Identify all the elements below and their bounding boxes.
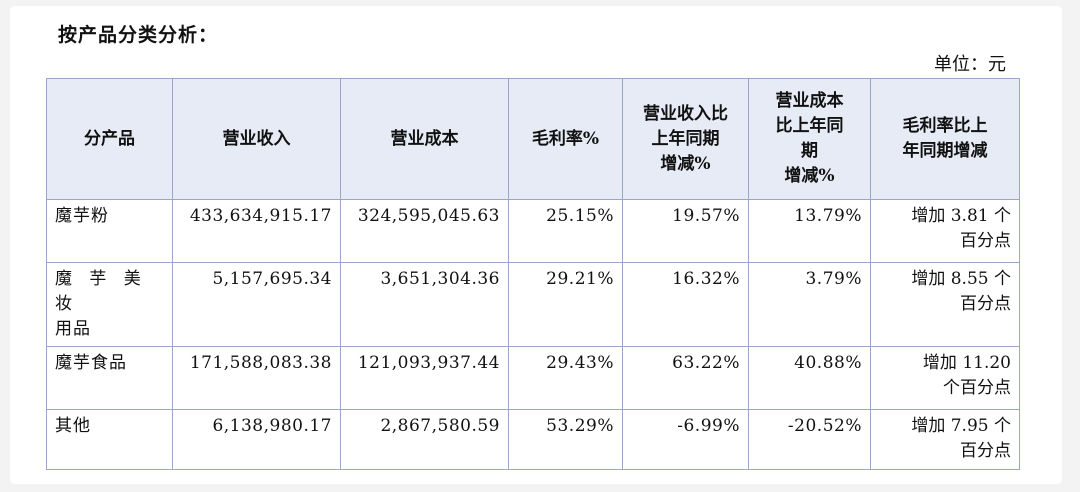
- cell-margin: 25.15%: [508, 199, 623, 263]
- cell-revenue: 5,157,695.34: [172, 262, 341, 347]
- cell-cost: 324,595,045.63: [340, 199, 509, 263]
- cell-line: 百分点: [960, 441, 1011, 461]
- table-row: 魔 芋 美 妆 用品 5,157,695.34 3,651,304.36 29.…: [46, 262, 1020, 347]
- header-revenue-change: 营业收入比 上年同期 增减%: [622, 78, 749, 200]
- cell-line: 百分点: [960, 231, 1011, 251]
- cell-revenue: 6,138,980.17: [172, 409, 341, 470]
- unit-label: 单位：元: [934, 54, 1006, 75]
- header-cost-change: 营业成本 比上年同 期 增减%: [748, 78, 871, 200]
- header-margin: 毛利率%: [508, 78, 623, 200]
- cell-revenue: 433,634,915.17: [172, 199, 341, 263]
- cell-cost-change: 40.88%: [748, 346, 871, 410]
- cell-cost-change: 13.79%: [748, 199, 871, 263]
- cell-cost: 2,867,580.59: [340, 409, 509, 470]
- cell-product: 其他: [46, 409, 173, 470]
- cell-line: 增加 7.95 个: [911, 416, 1011, 436]
- header-line: 营业收入比: [643, 103, 728, 124]
- cell-product: 魔芋食品: [46, 346, 173, 410]
- table-header-row: 分产品 营业收入 营业成本 毛利率% 营业收入比 上年同期 增减% 营业成本 比…: [46, 78, 1020, 200]
- product-analysis-table: 分产品 营业收入 营业成本 毛利率% 营业收入比 上年同期 增减% 营业成本 比…: [46, 78, 1020, 470]
- cell-line: 增加 3.81 个: [911, 206, 1011, 226]
- cell-revenue-change: 16.32%: [622, 262, 749, 347]
- header-margin-change: 毛利率比上 年同期增减: [870, 78, 1020, 200]
- cell-line: 百分点: [960, 294, 1011, 314]
- cell-cost-change: -20.52%: [748, 409, 871, 470]
- header-line: 增减%: [660, 153, 711, 174]
- document-page: 按产品分类分析： 单位：元 分产品 营业收入 营业成本 毛利率% 营业收入比 上…: [10, 6, 1062, 484]
- cell-cost-change: 3.79%: [748, 262, 871, 347]
- header-revenue: 营业收入: [172, 78, 341, 200]
- cell-revenue: 171,588,083.38: [172, 346, 341, 410]
- cell-margin: 53.29%: [508, 409, 623, 470]
- cell-revenue-change: 63.22%: [622, 346, 749, 410]
- cell-cost: 121,093,937.44: [340, 346, 509, 410]
- header-line: 比上年同: [775, 116, 844, 136]
- cell-line: 魔 芋 美 妆: [55, 269, 147, 314]
- cell-product: 魔 芋 美 妆 用品: [46, 262, 173, 347]
- header-line: 增减%: [784, 166, 835, 186]
- table-row: 其他 6,138,980.17 2,867,580.59 53.29% -6.9…: [46, 409, 1020, 470]
- header-line: 期: [801, 141, 818, 161]
- cell-line: 个百分点: [943, 378, 1011, 398]
- cell-margin: 29.43%: [508, 346, 623, 410]
- header-line: 上年同期: [651, 128, 720, 149]
- header-line: 营业成本: [775, 91, 844, 111]
- header-product: 分产品: [46, 78, 173, 200]
- table-row: 魔芋食品 171,588,083.38 121,093,937.44 29.43…: [46, 346, 1020, 410]
- cell-margin-change: 增加 11.20 个百分点: [870, 346, 1020, 410]
- cell-margin: 29.21%: [508, 262, 623, 347]
- header-line: 毛利率比上: [902, 116, 988, 136]
- table-row: 魔芋粉 433,634,915.17 324,595,045.63 25.15%…: [46, 199, 1020, 263]
- cell-product: 魔芋粉: [46, 199, 173, 263]
- header-line: 年同期增减: [902, 141, 988, 161]
- cell-margin-change: 增加 8.55 个 百分点: [870, 262, 1020, 347]
- cell-margin-change: 增加 7.95 个 百分点: [870, 409, 1020, 470]
- cell-line: 增加 11.20: [922, 353, 1011, 373]
- header-cost: 营业成本: [340, 78, 509, 200]
- cell-margin-change: 增加 3.81 个 百分点: [870, 199, 1020, 263]
- cell-cost: 3,651,304.36: [340, 262, 509, 347]
- cell-line: 增加 8.55 个: [911, 269, 1011, 289]
- cell-revenue-change: 19.57%: [622, 199, 749, 263]
- cell-revenue-change: -6.99%: [622, 409, 749, 470]
- section-title: 按产品分类分析：: [58, 24, 219, 46]
- cell-line: 用品: [55, 319, 91, 339]
